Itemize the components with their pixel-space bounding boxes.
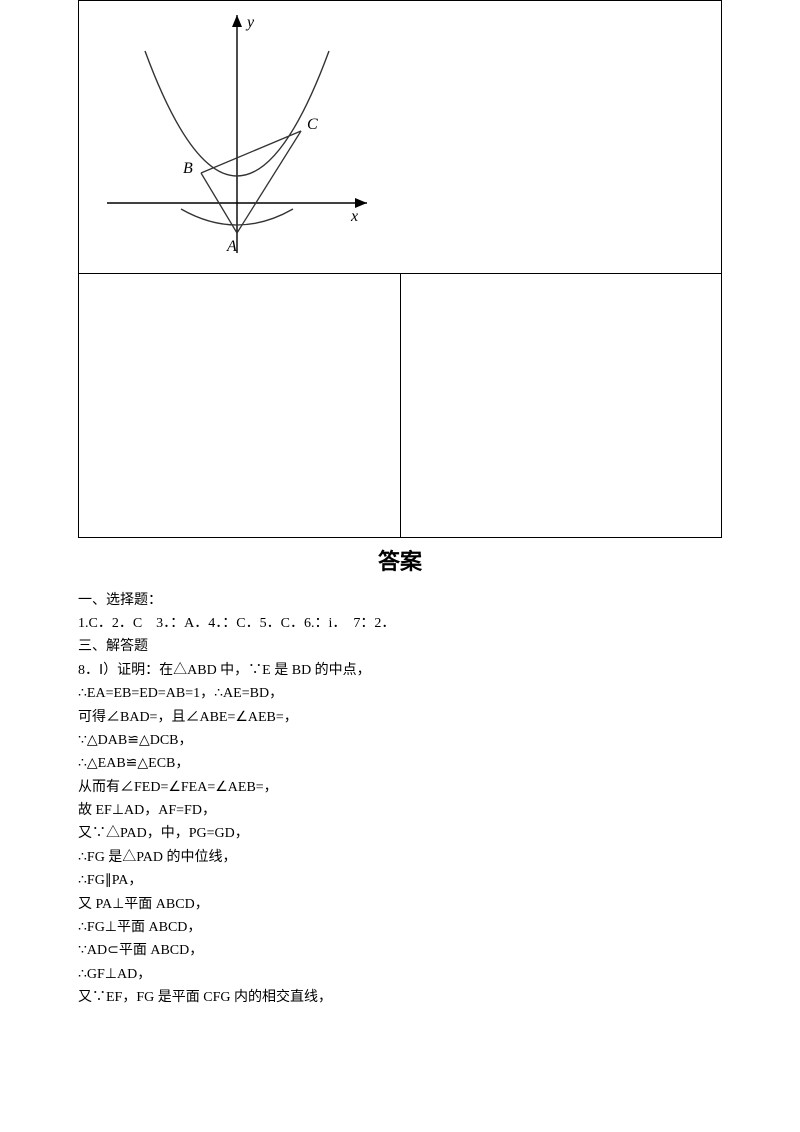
diagram-cell: y x A B C [79,1,722,274]
section3-heading: 三、解答题 [78,636,722,658]
proof-line-14: 又∵EF，FG 是平面 CFG 内的相交直线， [78,987,722,1009]
point-A: A [226,238,237,255]
y-label: y [245,14,255,31]
answers-block: 一、选择题： 1.C．2．C 3．：A．4．：C．5．C．6.：i． 7：2． … [78,590,722,1010]
parabola-diagram: y x A B C [83,5,379,261]
proof-line-6: 故 EF⊥AD，AF=FD， [78,800,722,822]
seg-BC [201,131,301,173]
proof-line-13: ∴GF⊥AD， [78,964,722,986]
proof-line-2: 可得∠BAD=，且∠ABE=∠AEB=， [78,707,722,729]
empty-cell-left [79,274,401,538]
proof-line-10: 又 PA⊥平面 ABCD， [78,894,722,916]
section1-heading: 一、选择题： [78,590,722,612]
proof-line-11: ∴FG⊥平面 ABCD， [78,917,722,939]
x-label: x [350,208,358,225]
layout-table: y x A B C [78,0,722,538]
proof-line-1: ∴EA=EB=ED=AB=1，∴AE=BD， [78,683,722,705]
point-B: B [183,160,193,177]
proof-line-3: ∵△DAB≌△DCB， [78,730,722,752]
answer-title: 答案 [78,544,722,579]
y-arrow [232,15,242,27]
proof-line-9: ∴FG∥PA， [78,870,722,892]
x-arrow [355,198,367,208]
proof-line-4: ∴△EAB≌△ECB， [78,753,722,775]
seg-AC [237,131,301,233]
point-C: C [307,116,318,133]
proof-line-7: 又∵△PAD，中，PG=GD， [78,823,722,845]
section1-answers: 1.C．2．C 3．：A．4．：C．5．C．6.：i． 7：2． [78,613,722,635]
proof-line-5: 从而有∠FED=∠FEA=∠AEB=， [78,777,722,799]
empty-cell-right [400,274,722,538]
proof-line-0: 8．Ⅰ）证明：在△ABD 中，∵E 是 BD 的中点， [78,660,722,682]
proof-line-8: ∴FG 是△PAD 的中位线， [78,847,722,869]
proof-line-12: ∵AD⊂平面 ABCD， [78,940,722,962]
